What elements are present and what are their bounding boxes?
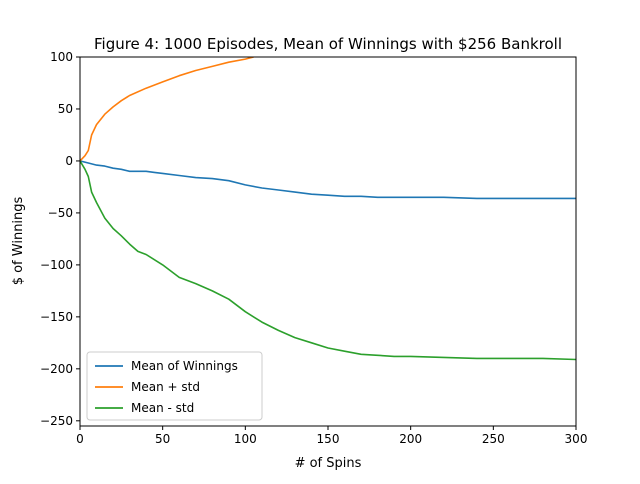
x-tick-label: 50 [155, 432, 170, 446]
plot-lines [80, 57, 576, 361]
chart-title: Figure 4: 1000 Episodes, Mean of Winning… [94, 35, 562, 53]
x-tick-label: 250 [482, 432, 505, 446]
legend-label: Mean of Winnings [131, 359, 238, 373]
y-tick-label: 50 [58, 102, 73, 116]
legend: Mean of Winnings Mean + std Mean - std [86, 351, 263, 421]
x-tick-label: 200 [399, 432, 422, 446]
y-tick-label: −250 [40, 414, 73, 428]
y-tick-label: −50 [48, 206, 73, 220]
y-tick-label: 0 [65, 154, 73, 168]
y-tick-label: −100 [40, 258, 73, 272]
series-line-2 [80, 57, 254, 162]
y-tick-label: −150 [40, 310, 73, 324]
x-tick-label: 0 [76, 432, 84, 446]
y-axis: −250 −200 −150 −100 −50 0 50 100 [40, 50, 80, 428]
x-tick-label: 300 [565, 432, 588, 446]
x-tick-label: 100 [234, 432, 257, 446]
legend-label: Mean - std [131, 401, 194, 415]
series-line-1 [80, 160, 576, 200]
y-tick-label: 100 [50, 50, 73, 64]
y-axis-label: $ of Winnings [11, 196, 26, 285]
legend-label: Mean + std [131, 380, 200, 394]
x-tick-label: 150 [317, 432, 340, 446]
x-axis-label: # of Spins [295, 456, 362, 471]
y-tick-label: −200 [40, 362, 73, 376]
x-axis: 0 50 100 150 200 250 300 [76, 426, 587, 446]
series-line-3 [80, 160, 576, 361]
legend-box [86, 351, 263, 421]
